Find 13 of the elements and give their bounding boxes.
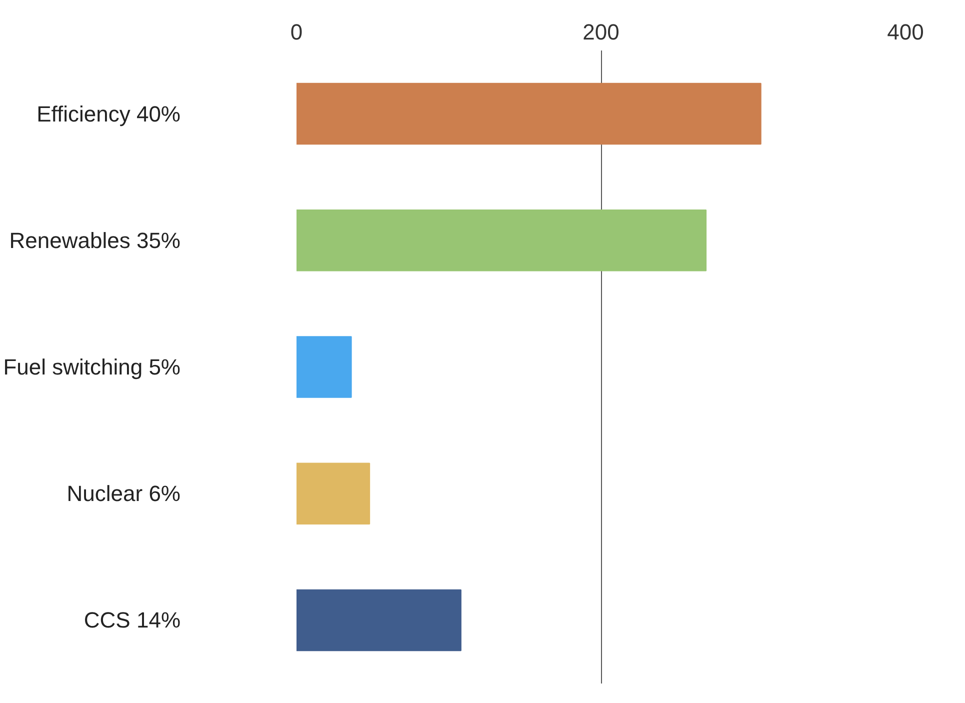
y-tick-label: Efficiency 40% — [36, 101, 181, 126]
y-tick-label: CCS 14% — [84, 608, 180, 633]
bar — [296, 210, 707, 272]
x-tick-label: 200 — [582, 20, 620, 44]
x-tick-label: 400 — [887, 20, 924, 44]
y-tick-label: Renewables 35% — [9, 228, 181, 253]
bar — [296, 462, 370, 524]
y-tick-label: Fuel switching 5% — [3, 354, 181, 380]
bar — [296, 589, 462, 652]
x-tick-label: 0 — [290, 20, 303, 44]
bar — [296, 336, 352, 398]
bar — [296, 82, 762, 145]
y-tick-label: Nuclear 6% — [66, 481, 180, 506]
